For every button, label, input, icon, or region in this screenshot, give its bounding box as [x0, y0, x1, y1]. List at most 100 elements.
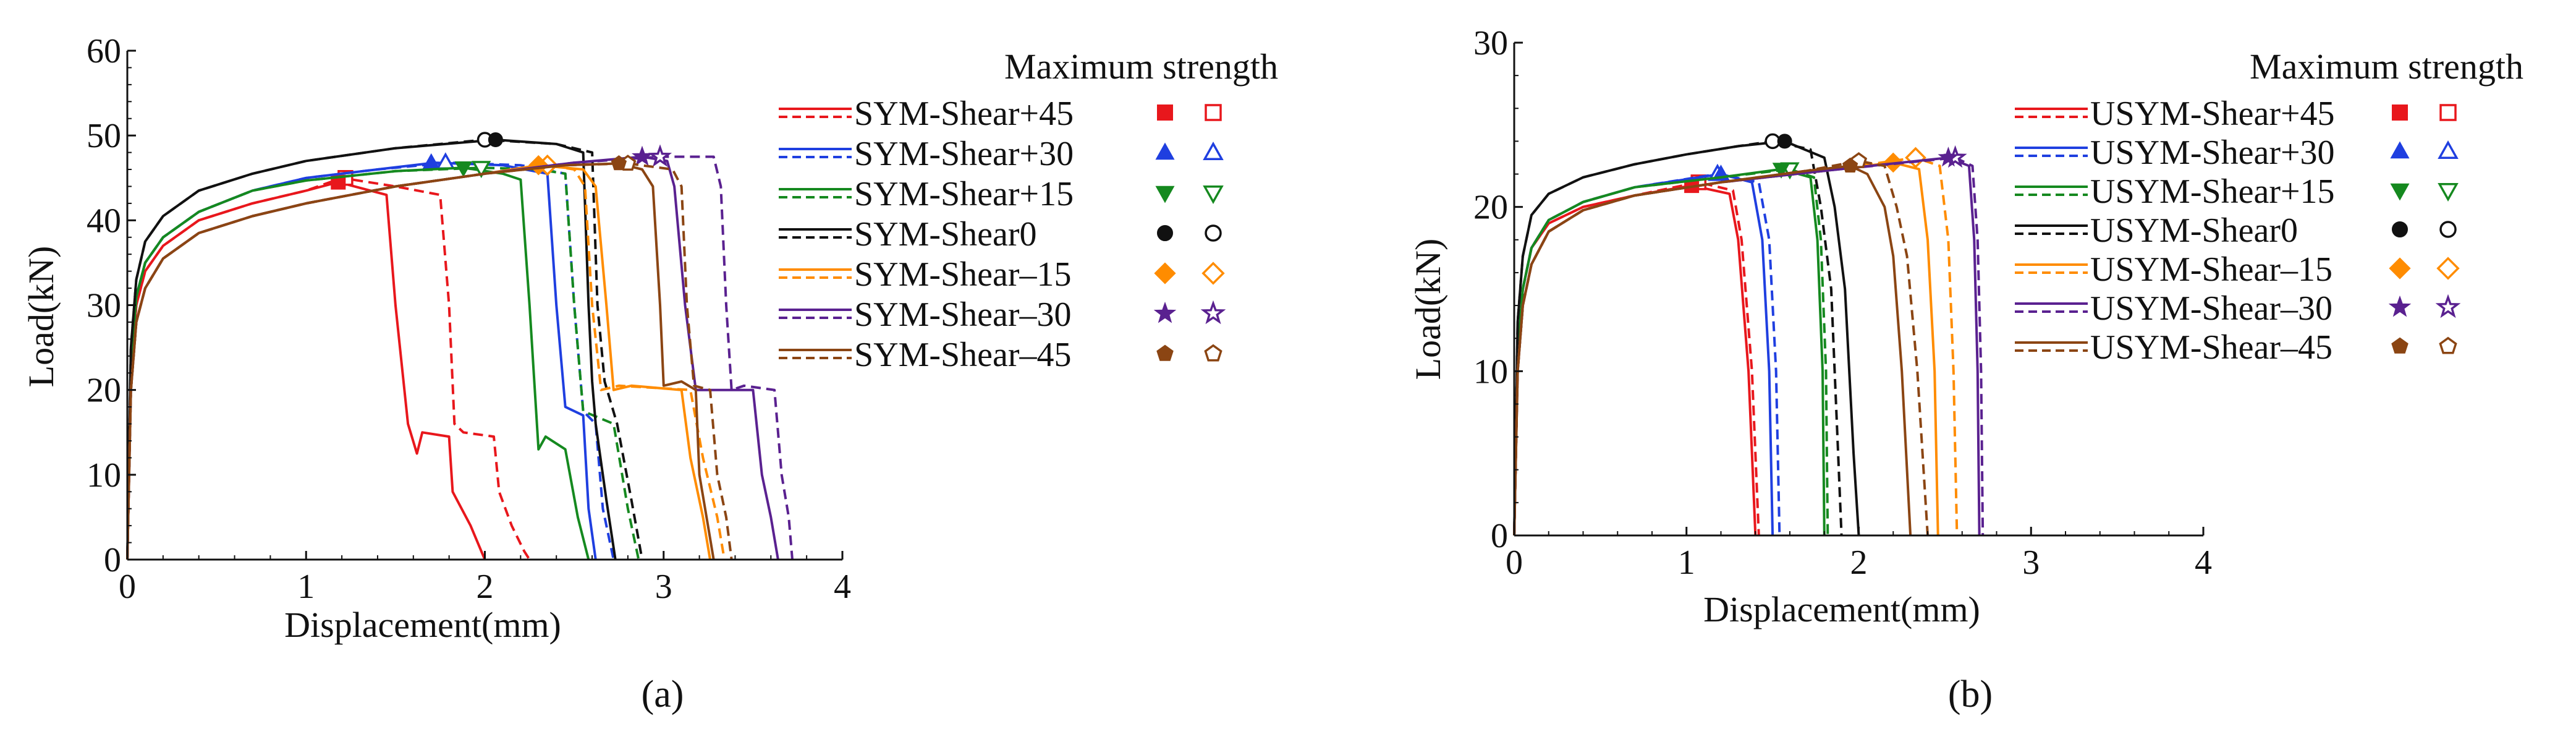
- peak-marker-filled: [1772, 163, 1790, 179]
- series-line-solid: [126, 181, 486, 560]
- peak-marker-filled: [422, 153, 441, 169]
- legend-label: SYM-Shear–15: [854, 255, 1072, 294]
- peak-marker-filled: [1842, 157, 1858, 173]
- legend-marker-open: [2439, 221, 2457, 238]
- y-tick-label: 0: [104, 541, 121, 579]
- series-line-solid: [126, 166, 590, 560]
- series-line-dashed: [1513, 156, 1959, 536]
- legend-marker-filled: [2388, 295, 2412, 317]
- series-line-solid: [1513, 161, 1939, 536]
- legend-marker-open: [1200, 300, 1226, 325]
- x-tick-label: 3: [2022, 544, 2040, 582]
- series-group: [126, 155, 733, 560]
- x-tick-label: 0: [119, 568, 136, 606]
- series-line-dashed: [126, 139, 643, 560]
- legend-label: SYM-Shear–45: [854, 336, 1072, 374]
- peak-marker-filled: [1938, 147, 1959, 167]
- series-line-dashed: [1513, 181, 1760, 536]
- legend-marker-open: [1205, 104, 1222, 121]
- x-tick-label: 1: [1678, 544, 1695, 582]
- legend-marker-filled: [2392, 104, 2408, 121]
- x-tick-label: 2: [477, 568, 494, 606]
- x-tick-label: 2: [1850, 544, 1868, 582]
- legend-marker-open: [1205, 224, 1222, 242]
- legend-marker-filled: [1157, 104, 1173, 121]
- legend-label: USYM-Shear+30: [2090, 134, 2335, 172]
- legend-entry: SYM-Shear–30: [779, 296, 1226, 334]
- peak-marker-filled: [528, 155, 549, 176]
- series-line-dashed: [126, 162, 733, 560]
- y-tick-label: 10: [87, 456, 121, 495]
- legend-label: SYM-Shear+15: [854, 175, 1074, 213]
- legend-title: Maximum strength: [1004, 46, 1278, 87]
- series-group: [126, 170, 531, 561]
- legend-entry: SYM-Shear–45: [779, 336, 1222, 374]
- legend-marker-open: [1203, 185, 1224, 204]
- series-line-solid: [1513, 140, 1860, 536]
- legend-entry: USYM-Shear+45: [2015, 95, 2457, 133]
- legend-marker-filled: [1157, 225, 1173, 241]
- series-line-solid: [126, 164, 711, 560]
- legend-marker-open: [2439, 336, 2457, 354]
- legend-marker-filled: [2390, 141, 2410, 159]
- legend-marker-filled: [2391, 337, 2409, 354]
- legend-marker-filled: [2389, 257, 2411, 279]
- legend-label: SYM-Shear+45: [854, 95, 1074, 133]
- peak-marker-filled: [488, 132, 503, 148]
- y-axis-label: Load(kN): [21, 246, 61, 388]
- x-tick-label: 4: [2195, 544, 2212, 582]
- legend-marker-filled: [1155, 185, 1175, 203]
- legend-label: USYM-Shear–30: [2090, 289, 2332, 328]
- series-line-solid: [1513, 164, 1912, 536]
- legend-marker-open: [1203, 142, 1224, 160]
- legend-label: SYM-Shear–30: [854, 296, 1072, 334]
- legend-marker-filled: [1153, 301, 1177, 323]
- legend-marker-open: [2436, 257, 2460, 280]
- series-group: [126, 161, 640, 560]
- series-line-solid: [1513, 168, 1826, 536]
- legend-entry: USYM-Shear–15: [2015, 250, 2460, 289]
- y-tick-label: 0: [1491, 517, 1508, 555]
- x-tick-label: 4: [834, 568, 851, 606]
- peak-marker-open: [472, 161, 491, 179]
- legend-label: USYM-Shear+45: [2090, 95, 2335, 133]
- series-line-dashed: [1513, 168, 1829, 536]
- y-tick-label: 50: [87, 117, 121, 155]
- legend-entry: SYM-Shear+15: [779, 175, 1224, 213]
- peak-marker-open: [436, 152, 455, 170]
- legend-entry: SYM-Shear+45: [779, 95, 1222, 133]
- series-group: [126, 132, 643, 560]
- peak-marker-filled: [331, 174, 346, 190]
- legend-label: SYM-Shear0: [854, 215, 1037, 254]
- series-line-solid: [1513, 184, 1757, 536]
- legend-entry: SYM-Shear+30: [779, 135, 1224, 173]
- peak-marker-filled: [632, 145, 653, 166]
- chart-caption: (a): [642, 673, 684, 715]
- legend-entry: USYM-Shear0: [2015, 211, 2457, 250]
- series-group: [1513, 133, 1860, 536]
- x-tick-label: 0: [1506, 544, 1523, 582]
- x-axis-label: Displacement(mm): [284, 605, 561, 645]
- chart-panel-b: 0 1 2 3 4 0 10 20 30 Displacement(mm) Load(kN) M…: [1408, 24, 2523, 715]
- legend-marker-filled: [2392, 221, 2408, 237]
- series-line-solid: [126, 139, 617, 560]
- series-line-solid: [126, 162, 715, 560]
- x-tick-label: 3: [655, 568, 672, 606]
- peak-marker-open: [1905, 147, 1926, 169]
- legend-marker-open: [1204, 344, 1222, 362]
- legend-marker-open: [2435, 294, 2461, 318]
- series-group: [1513, 152, 1929, 536]
- y-tick-label: 10: [1473, 352, 1508, 391]
- legend-marker-filled: [1156, 344, 1174, 361]
- y-tick-label: 30: [1473, 24, 1508, 62]
- series-group: [126, 144, 794, 560]
- legend-marker-filled: [1155, 142, 1175, 160]
- legend-title: Maximum strength: [2250, 46, 2523, 87]
- legend-label: USYM-Shear+15: [2090, 173, 2335, 211]
- legend-marker-filled: [2390, 183, 2410, 201]
- y-axis-label: Load(kN): [1408, 239, 1448, 380]
- y-tick-label: 30: [87, 287, 121, 325]
- x-axis-label: Displacement(mm): [1703, 589, 1980, 629]
